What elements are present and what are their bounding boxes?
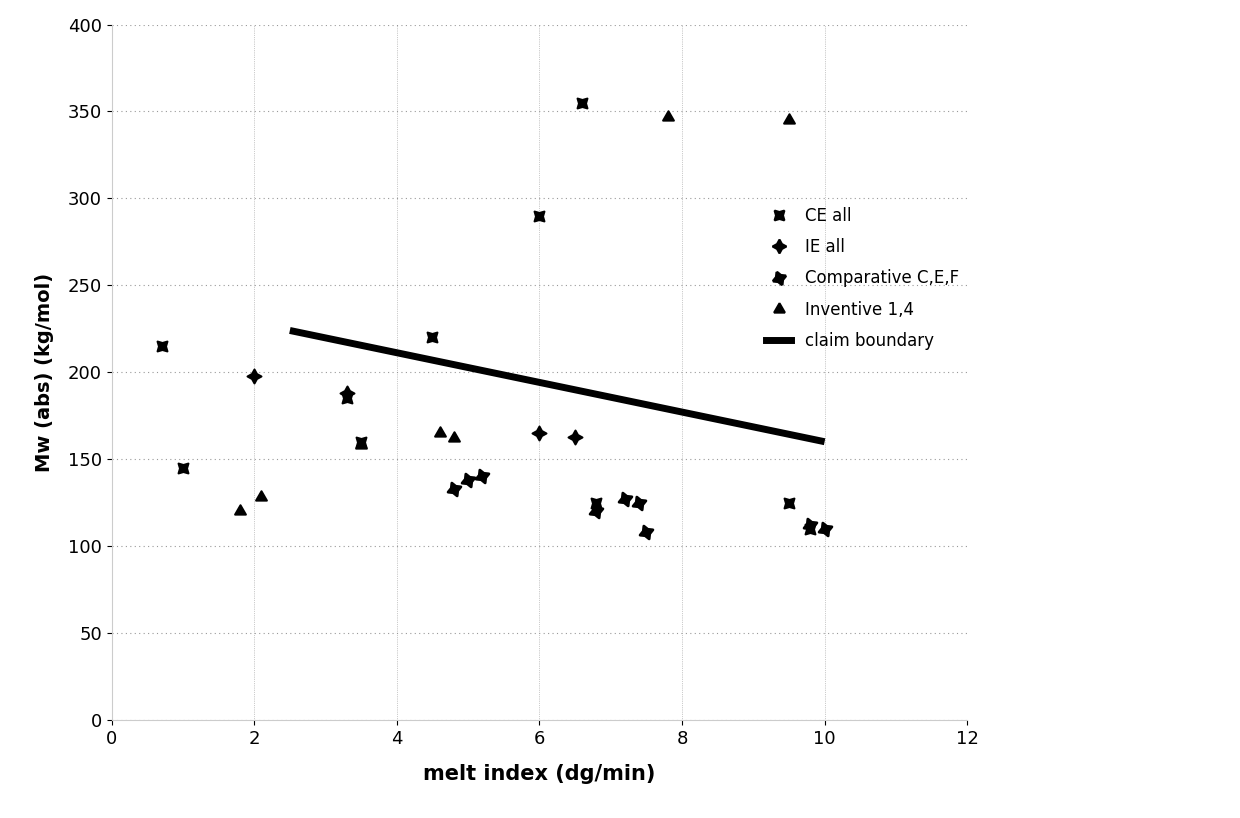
CE all [337,392,357,405]
CE all [423,331,443,344]
Inventive 1,4 [657,110,677,124]
Inventive 1,4 [444,432,464,445]
claim boundary [817,437,832,447]
Comparative C,E,F [444,482,464,495]
CE all [801,522,821,535]
Inventive 1,4 [252,491,272,504]
Comparative C,E,F [636,526,656,539]
CE all [172,461,193,474]
IE all [565,430,585,443]
Comparative C,E,F [615,492,635,506]
CE all [151,339,171,353]
Comparative C,E,F [801,519,821,532]
Comparative C,E,F [815,522,835,535]
IE all [529,426,549,439]
Y-axis label: Mw (abs) (kg/mol): Mw (abs) (kg/mol) [35,272,53,472]
Comparative C,E,F [472,470,492,483]
IE all [244,369,264,382]
Legend: CE all, IE all, Comparative C,E,F, Inventive 1,4, claim boundary: CE all, IE all, Comparative C,E,F, Inven… [766,207,959,350]
Inventive 1,4 [429,426,449,439]
Comparative C,E,F [630,496,650,509]
claim boundary [283,326,298,335]
Line: claim boundary: claim boundary [290,330,825,442]
Inventive 1,4 [231,505,250,518]
Comparative C,E,F [459,474,479,487]
CE all [587,496,606,509]
CE all [779,496,799,509]
Comparative C,E,F [587,505,606,518]
Inventive 1,4 [779,114,799,127]
CE all [351,435,371,448]
X-axis label: melt index (dg/min): melt index (dg/min) [423,764,656,784]
CE all [529,209,549,222]
Inventive 1,4 [351,438,371,452]
IE all [337,386,357,399]
CE all [572,97,593,110]
